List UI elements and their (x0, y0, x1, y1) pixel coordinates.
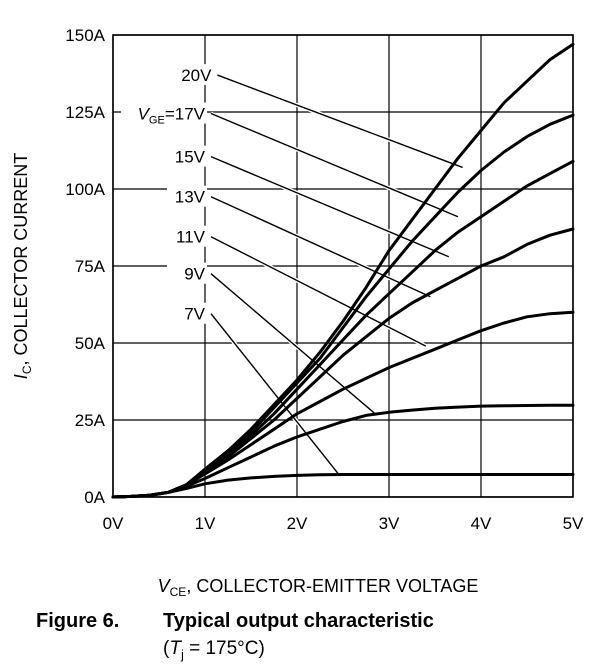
y-tick-label: 150A (65, 26, 105, 45)
series-label-subscript: GE (149, 115, 165, 127)
y-axis-title-subscript: C (20, 365, 34, 374)
condition-value: = 175°C) (184, 638, 265, 659)
x-tick-label: 0V (103, 514, 124, 533)
x-axis-title-subscript: CE (170, 585, 187, 599)
x-tick-label: 5V (563, 514, 584, 533)
series-label-value: 13V (175, 188, 206, 207)
y-tick-label: 100A (65, 180, 105, 199)
output-characteristic-chart: 0V 1V 2V 3V 4V 5V 0A 25A 50A 75A 100A 125A 150A 20V VG… (0, 0, 600, 600)
series-label-value: 20V (181, 66, 212, 85)
series-label: 11V (176, 228, 206, 247)
x-tick-label: 2V (287, 514, 308, 533)
x-tick-label: 3V (379, 514, 400, 533)
condition-symbol: T (169, 638, 181, 659)
y-axis-title: IC, COLLECTOR CURRENT (11, 153, 34, 379)
y-tick-label: 125A (65, 103, 105, 122)
x-tick-label: 4V (471, 514, 492, 533)
series-label-equals: = (165, 105, 175, 124)
figure-title: Typical output characteristic (163, 610, 434, 633)
series-label: VGE=17V (138, 105, 206, 127)
y-axis-title-text: , COLLECTOR CURRENT (11, 153, 31, 366)
x-axis-title-text: , COLLECTOR-EMITTER VOLTAGE (186, 576, 478, 596)
x-tick-label: 1V (195, 514, 216, 533)
series-label: 9V (184, 265, 205, 284)
series-label: 7V (184, 305, 205, 324)
series-label-value: 17V (175, 105, 206, 124)
temperature-condition: (Tj = 175°C) (163, 638, 265, 662)
y-tick-label: 50A (75, 334, 106, 353)
series-label-value: 7V (184, 305, 205, 324)
series-label: 20V (181, 66, 212, 85)
y-tick-label: 0A (84, 488, 105, 507)
y-tick-label: 25A (75, 411, 106, 430)
x-axis-title: VCE, COLLECTOR-EMITTER VOLTAGE (158, 576, 479, 599)
figure-number: Figure 6. (36, 610, 119, 633)
y-tick-label: 75A (75, 257, 106, 276)
series-label: 13V (175, 188, 206, 207)
series-label-value: 11V (176, 228, 206, 247)
series-label: 15V (175, 148, 206, 167)
series-label-value: 15V (175, 148, 206, 167)
series-label-value: 9V (184, 265, 205, 284)
